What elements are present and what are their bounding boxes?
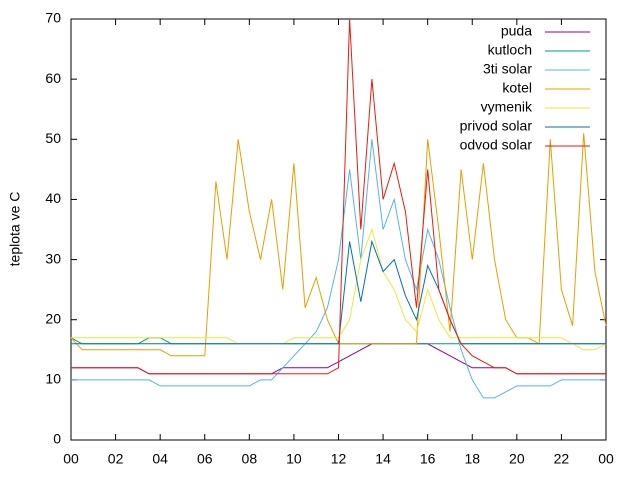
y-tick-label: 70 bbox=[45, 10, 61, 26]
series-line bbox=[70, 133, 607, 357]
y-tick-label: 30 bbox=[45, 250, 61, 266]
x-tick-label: 06 bbox=[197, 451, 213, 467]
x-tick-label: 00 bbox=[598, 451, 614, 467]
y-tick-label: 0 bbox=[53, 431, 61, 447]
legend-label: privod solar bbox=[460, 118, 533, 134]
legend-label: 3ti solar bbox=[483, 61, 532, 77]
x-tick-label: 16 bbox=[420, 451, 436, 467]
x-tick-label: 18 bbox=[464, 451, 480, 467]
legend-label: kutloch bbox=[488, 42, 532, 58]
y-tick-label: 10 bbox=[45, 371, 61, 387]
y-axis-label: teplota ve C bbox=[7, 192, 23, 267]
y-tick-label: 50 bbox=[45, 130, 61, 146]
x-tick-label: 12 bbox=[331, 451, 347, 467]
series-line bbox=[71, 239, 606, 345]
legend-label: puda bbox=[501, 23, 532, 39]
y-tick-label: 40 bbox=[45, 190, 61, 206]
y-tick-label: 20 bbox=[45, 310, 61, 326]
series-line bbox=[71, 227, 607, 351]
x-tick-label: 20 bbox=[509, 451, 525, 467]
x-tick-label: 14 bbox=[375, 451, 391, 467]
x-tick-label: 22 bbox=[554, 451, 570, 467]
x-tick-label: 08 bbox=[242, 451, 258, 467]
legend-label: odvod solar bbox=[460, 137, 533, 153]
y-tick-label: 60 bbox=[45, 70, 61, 86]
x-tick-label: 00 bbox=[63, 451, 79, 467]
x-tick-label: 10 bbox=[286, 451, 302, 467]
series-line bbox=[71, 18, 606, 375]
series-line bbox=[71, 139, 606, 399]
x-tick-label: 04 bbox=[152, 451, 168, 467]
legend-label: kotel bbox=[502, 80, 532, 96]
legend-label: vymenik bbox=[481, 99, 533, 115]
x-tick-label: 02 bbox=[108, 451, 124, 467]
